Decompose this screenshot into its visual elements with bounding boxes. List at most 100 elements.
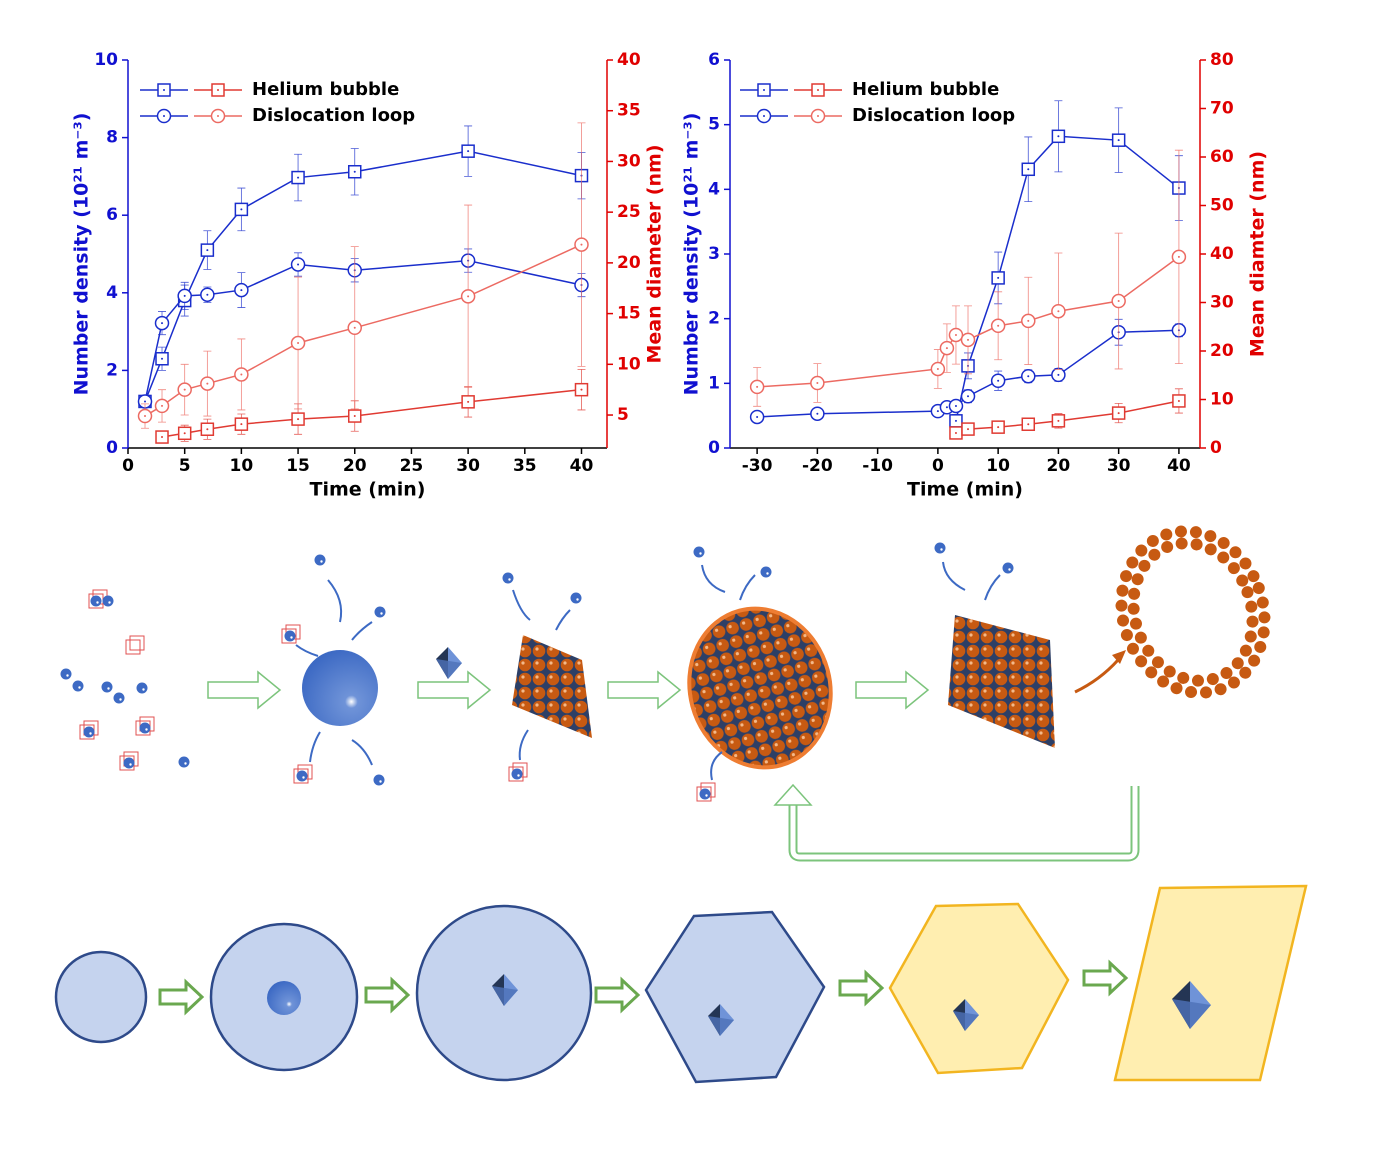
marker-dot [1027, 423, 1030, 426]
marker-dot [161, 322, 164, 325]
marker-dot [756, 415, 759, 418]
marker-dot [1057, 373, 1060, 376]
marker-dot [206, 249, 209, 252]
x-tick-label: -30 [742, 456, 773, 476]
marker-dot [997, 379, 1000, 382]
series-line [144, 150, 582, 402]
x-tick-label: 20 [343, 456, 367, 476]
x-tick-label: -10 [862, 456, 893, 476]
y-tick-label: 4 [106, 283, 118, 303]
legend-label: Dislocation loop [852, 105, 1015, 126]
y2-tick-label: 20 [617, 253, 641, 273]
marker-dot [161, 404, 164, 407]
marker-dot [1057, 310, 1060, 313]
y2-tick-label: 40 [617, 50, 641, 70]
marker-dot [206, 293, 209, 296]
y2-tick-label: 60 [1210, 147, 1234, 167]
marker-dot [353, 326, 356, 329]
marker-dot [763, 89, 765, 91]
marker-dot [240, 208, 243, 211]
marker-dot [144, 400, 147, 403]
y-tick-label: 2 [708, 309, 720, 329]
marker-dot [936, 410, 939, 413]
marker-dot [217, 115, 219, 117]
marker-dot [997, 426, 1000, 429]
marker-dot [217, 89, 219, 91]
marker-dot [297, 176, 300, 179]
marker-dot [1027, 375, 1030, 378]
marker-dot [936, 367, 939, 370]
x-tick-label: 0 [122, 456, 134, 476]
x-axis-label: Time (min) [310, 479, 426, 501]
marker-dot [144, 415, 147, 418]
x-tick-label: 10 [986, 456, 1010, 476]
marker-dot [206, 428, 209, 431]
x-tick-label: 0 [932, 456, 944, 476]
y-tick-label: 8 [106, 128, 118, 148]
y-tick-label: 0 [708, 438, 720, 458]
y-tick-label: 10 [94, 50, 118, 70]
y-tick-label: 1 [708, 373, 720, 393]
marker-dot [163, 89, 165, 91]
marker-dot [954, 431, 957, 434]
marker-dot [297, 418, 300, 421]
y2-axis-label: Mean diameter (nm) [644, 144, 666, 363]
marker-dot [206, 382, 209, 385]
marker-dot [816, 412, 819, 415]
y2-tick-label: 30 [1210, 293, 1234, 313]
series-line [955, 135, 1180, 422]
marker-dot [945, 347, 948, 350]
marker-dot [756, 385, 759, 388]
marker-dot [1027, 319, 1030, 322]
y2-tick-label: 80 [1210, 50, 1234, 70]
marker-dot [1117, 412, 1120, 415]
marker-dot [580, 243, 583, 246]
y2-tick-label: 10 [617, 354, 641, 374]
x-tick-label: 25 [400, 456, 424, 476]
marker-dot [817, 89, 819, 91]
y-tick-label: 0 [106, 438, 118, 458]
marker-dot [997, 276, 1000, 279]
y-axis-label: Number density (10²¹ m⁻³) [71, 113, 93, 396]
y2-tick-label: 5 [617, 405, 629, 425]
x-tick-label: -20 [802, 456, 833, 476]
y-tick-label: 6 [106, 205, 118, 225]
marker-dot [297, 342, 300, 345]
series-line [955, 400, 1180, 434]
marker-dot [240, 373, 243, 376]
y-tick-label: 2 [106, 360, 118, 380]
marker-dot [1117, 300, 1120, 303]
y2-tick-label: 35 [617, 101, 641, 121]
marker-dot [183, 432, 186, 435]
x-tick-label: 10 [230, 456, 254, 476]
marker-dot [817, 115, 819, 117]
marker-dot [163, 115, 165, 117]
y2-tick-label: 30 [617, 151, 641, 171]
marker-dot [945, 406, 948, 409]
y-tick-label: 5 [708, 115, 720, 135]
marker-dot [816, 382, 819, 385]
legend-label: Dislocation loop [252, 105, 415, 126]
marker-dot [353, 170, 356, 173]
chart: -30 -20 -10 0 10 20 30 400123456010203040506070… [681, 50, 1269, 501]
y2-tick-label: 70 [1210, 99, 1234, 119]
y2-tick-label: 10 [1210, 390, 1234, 410]
x-tick-label: 40 [1167, 456, 1191, 476]
marker-dot [1057, 135, 1060, 138]
marker-dot [161, 436, 164, 439]
x-tick-label: 30 [456, 456, 480, 476]
marker-dot [240, 289, 243, 292]
y2-tick-label: 50 [1210, 196, 1234, 216]
marker-dot [1057, 419, 1060, 422]
marker-dot [1117, 139, 1120, 142]
y2-tick-label: 20 [1210, 341, 1234, 361]
y2-tick-label: 0 [1210, 438, 1222, 458]
y-axis-label: Number density (10²¹ m⁻³) [681, 113, 703, 396]
marker-dot [967, 338, 970, 341]
marker-dot [467, 400, 470, 403]
x-tick-label: 5 [179, 456, 191, 476]
marker-dot [183, 294, 186, 297]
x-tick-label: 40 [570, 456, 594, 476]
marker-dot [967, 428, 970, 431]
